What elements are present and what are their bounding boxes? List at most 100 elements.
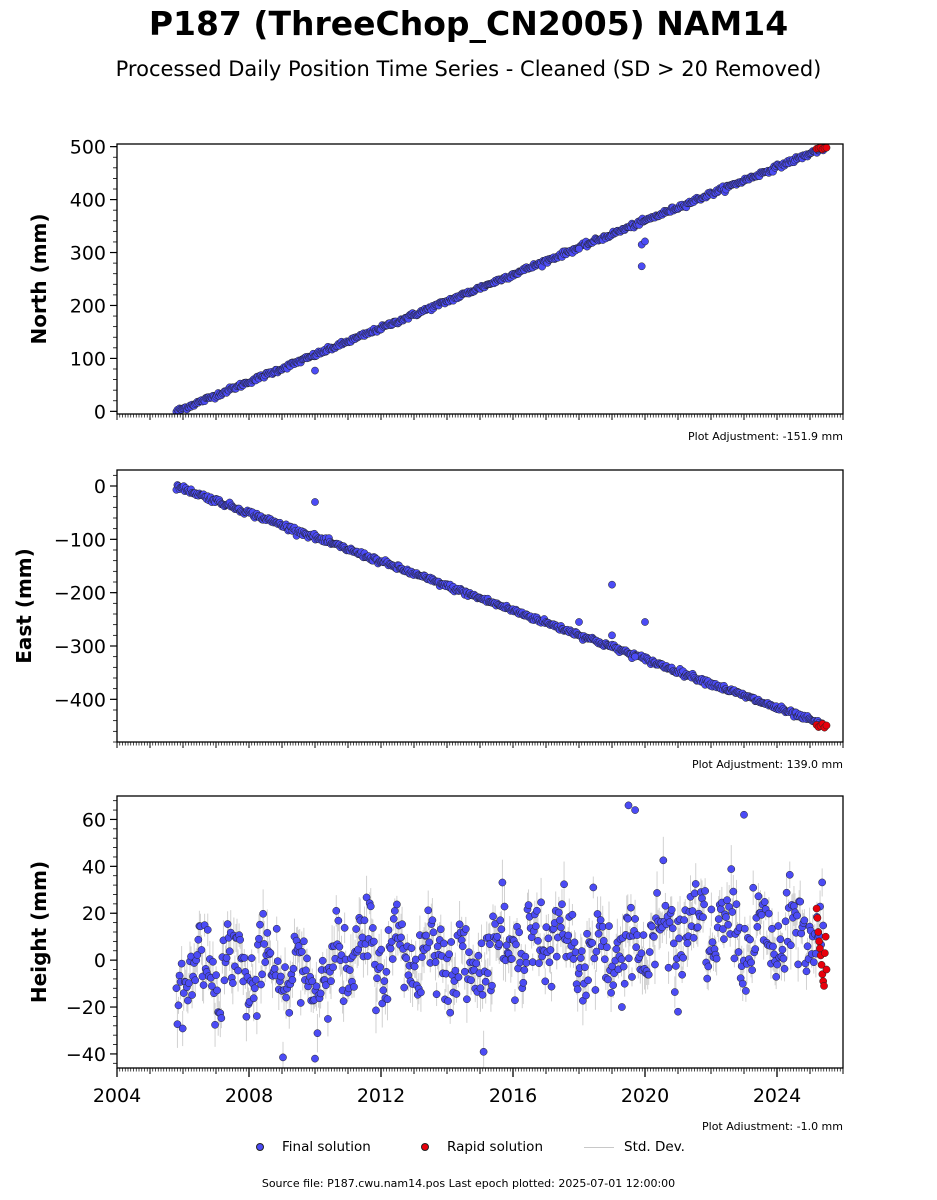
final-point xyxy=(373,974,381,983)
final-point xyxy=(483,969,492,978)
final-point xyxy=(668,924,677,933)
final-point xyxy=(765,909,773,918)
final-point xyxy=(782,888,791,897)
final-point xyxy=(701,887,709,895)
final-point xyxy=(600,955,609,964)
chart-subtitle: Processed Daily Position Time Series - C… xyxy=(115,57,822,81)
final-point xyxy=(384,926,393,934)
final-point xyxy=(596,916,605,924)
final-point xyxy=(667,905,676,914)
final-point xyxy=(552,952,561,961)
final-point xyxy=(679,953,688,962)
final-point xyxy=(496,916,505,925)
final-point xyxy=(258,970,266,979)
final-point xyxy=(569,955,578,963)
final-point xyxy=(712,954,721,963)
final-point xyxy=(742,987,750,995)
final-point xyxy=(700,900,708,909)
final-point xyxy=(382,968,391,976)
final-point xyxy=(637,262,646,271)
final-point xyxy=(175,971,184,980)
final-point xyxy=(708,938,717,947)
final-point xyxy=(740,924,749,933)
final-point xyxy=(422,931,430,940)
final-point xyxy=(261,958,270,967)
final-point xyxy=(772,972,781,981)
final-point xyxy=(796,897,805,906)
final-point xyxy=(398,920,406,929)
final-point xyxy=(429,928,438,937)
y-axis-label: Height (mm) xyxy=(27,861,51,1003)
final-point xyxy=(311,1054,319,1063)
final-point xyxy=(674,1007,682,1016)
final-point xyxy=(417,988,425,997)
final-point xyxy=(339,997,348,1006)
rapid-point xyxy=(812,904,821,913)
final-point xyxy=(605,922,613,930)
final-point xyxy=(440,939,448,948)
final-point xyxy=(308,977,317,986)
final-point xyxy=(754,892,763,901)
final-point xyxy=(370,937,378,946)
final-point xyxy=(558,900,566,909)
final-point xyxy=(173,1020,182,1029)
final-point xyxy=(617,955,626,964)
final-point xyxy=(534,936,542,945)
final-point xyxy=(564,931,573,940)
final-point xyxy=(486,940,494,949)
final-point xyxy=(689,934,698,942)
final-point xyxy=(537,898,545,907)
y-axis-label: North (mm) xyxy=(27,213,51,344)
final-point xyxy=(400,983,409,992)
rapid-solution-points xyxy=(812,720,831,732)
final-point xyxy=(541,977,550,986)
y-tick-label: 400 xyxy=(70,190,106,212)
final-point xyxy=(263,929,272,937)
final-point xyxy=(577,947,586,955)
final-point xyxy=(249,994,258,1003)
final-point xyxy=(257,980,265,989)
rapid-point xyxy=(822,965,831,974)
final-point xyxy=(253,1012,261,1020)
final-point xyxy=(402,954,411,963)
final-point xyxy=(773,960,782,969)
y-tick-label: 500 xyxy=(70,137,106,159)
final-solution-points xyxy=(172,801,828,1063)
final-point xyxy=(631,806,639,814)
final-point xyxy=(651,960,659,969)
final-point xyxy=(311,366,319,375)
plot-adjustment-note: Plot Adjustment: -1.0 mm xyxy=(702,1120,843,1130)
final-point xyxy=(728,908,737,916)
final-point xyxy=(675,934,683,943)
final-point xyxy=(397,933,405,942)
final-point xyxy=(300,937,308,946)
final-point xyxy=(282,993,290,1002)
final-point xyxy=(691,880,700,888)
final-point xyxy=(591,986,600,994)
rapid-point xyxy=(814,928,823,936)
final-point xyxy=(481,977,490,986)
final-point xyxy=(528,958,537,966)
legend-final-marker xyxy=(256,1143,264,1151)
final-point xyxy=(664,963,673,972)
final-point xyxy=(793,911,801,920)
final-point xyxy=(313,1029,322,1038)
final-point xyxy=(461,925,470,933)
final-point xyxy=(259,909,267,918)
final-point xyxy=(177,959,186,968)
final-point xyxy=(769,942,777,951)
final-point xyxy=(318,956,327,965)
legend-item-std: Std. Dev. xyxy=(584,1136,685,1158)
final-point xyxy=(524,901,533,909)
final-point xyxy=(584,976,592,985)
final-point xyxy=(631,652,639,661)
final-point xyxy=(732,900,741,909)
y-tick-label: 0 xyxy=(94,476,106,498)
chart-title: P187 (ThreeChop_CN2005) NAM14 xyxy=(148,4,789,43)
legend-item-final: Final solution xyxy=(256,1136,371,1158)
final-point xyxy=(802,967,811,976)
final-point xyxy=(568,910,577,919)
plot-adjustment-note: Plot Adjustment: -151.9 mm xyxy=(688,430,843,443)
final-point xyxy=(363,952,372,960)
